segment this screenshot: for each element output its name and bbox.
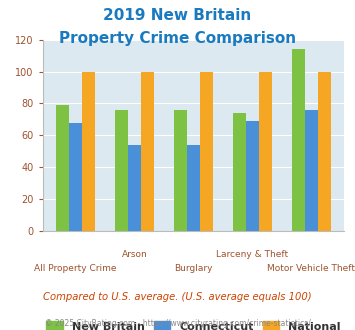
Bar — [82, 72, 95, 231]
Bar — [233, 113, 246, 231]
Bar — [174, 110, 187, 231]
Bar — [141, 72, 154, 231]
Text: All Property Crime: All Property Crime — [34, 264, 117, 273]
Text: Property Crime Comparison: Property Crime Comparison — [59, 31, 296, 46]
Bar — [200, 72, 213, 231]
Text: © 2025 CityRating.com - https://www.cityrating.com/crime-statistics/: © 2025 CityRating.com - https://www.city… — [45, 319, 310, 328]
Bar — [246, 121, 259, 231]
Text: Larceny & Theft: Larceny & Theft — [216, 250, 288, 259]
Bar — [128, 145, 141, 231]
Bar — [187, 145, 200, 231]
Bar — [318, 72, 331, 231]
Text: Burglary: Burglary — [174, 264, 213, 273]
Text: Compared to U.S. average. (U.S. average equals 100): Compared to U.S. average. (U.S. average … — [43, 292, 312, 302]
Bar — [115, 110, 128, 231]
Bar — [305, 110, 318, 231]
Text: Arson: Arson — [122, 250, 147, 259]
Bar — [69, 122, 82, 231]
Bar — [56, 105, 69, 231]
Bar — [259, 72, 272, 231]
Text: Motor Vehicle Theft: Motor Vehicle Theft — [267, 264, 355, 273]
Text: 2019 New Britain: 2019 New Britain — [103, 8, 252, 23]
Bar — [292, 49, 305, 231]
Legend: New Britain, Connecticut, National: New Britain, Connecticut, National — [42, 317, 345, 330]
